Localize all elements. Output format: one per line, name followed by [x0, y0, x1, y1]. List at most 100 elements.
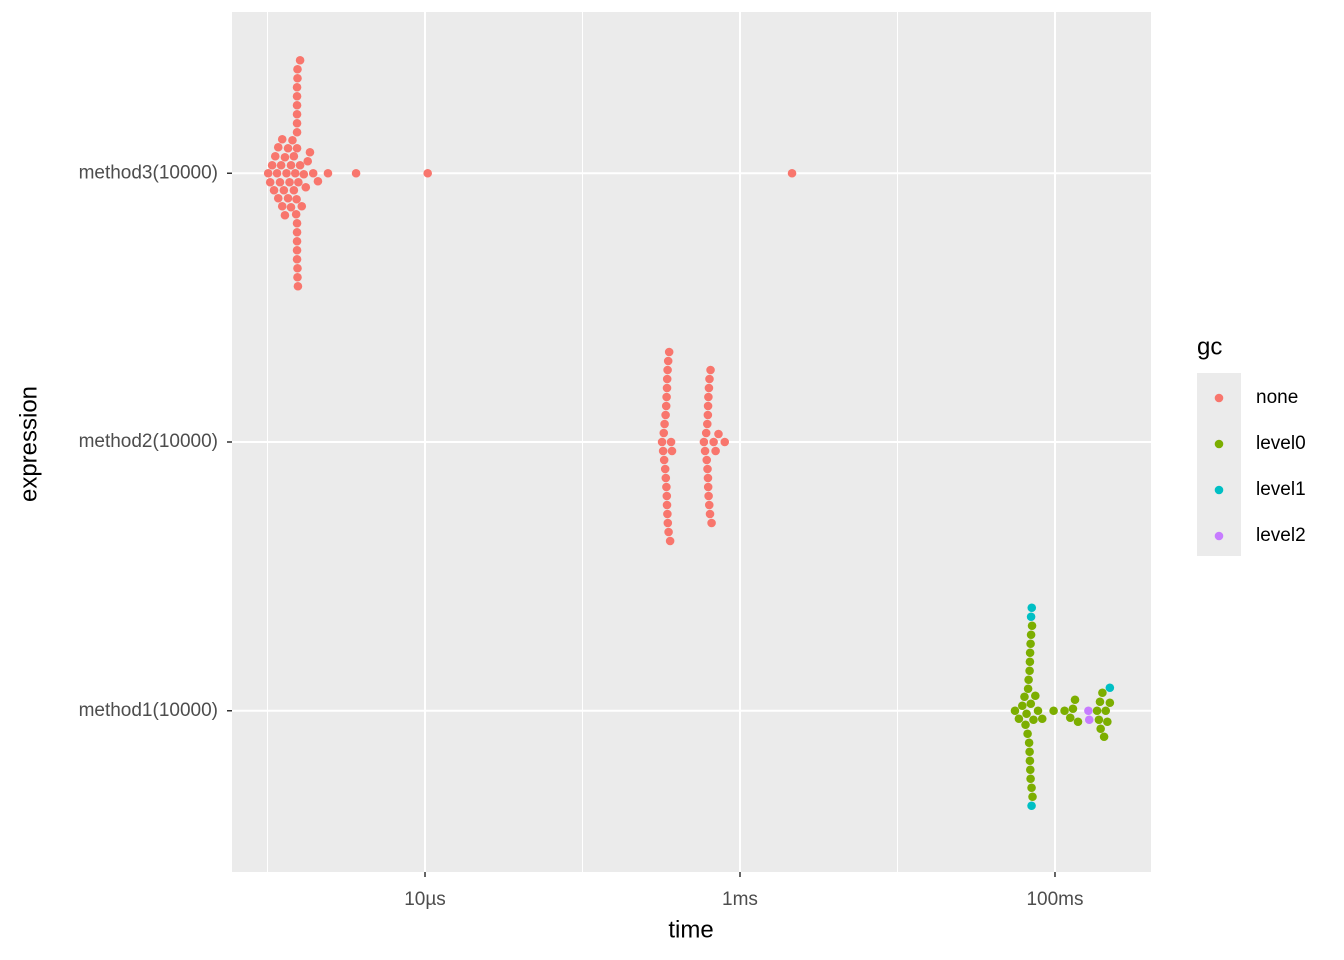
point: [290, 168, 300, 178]
legend-key: [1214, 485, 1224, 495]
point: [1023, 684, 1033, 694]
point: [664, 347, 674, 357]
legend-key: [1214, 439, 1224, 449]
legend-title: gc: [1197, 333, 1222, 360]
point: [703, 482, 713, 492]
point: [705, 509, 715, 519]
point: [703, 401, 713, 411]
y-tick-label: method3(10000): [79, 162, 218, 183]
point: [292, 227, 302, 237]
point: [1105, 683, 1115, 693]
point: [1026, 774, 1035, 784]
point: [1026, 639, 1035, 649]
point: [1025, 648, 1035, 658]
point: [1025, 747, 1034, 757]
point: [292, 218, 302, 228]
point: [663, 518, 673, 528]
point: [704, 491, 713, 501]
point: [1026, 630, 1036, 640]
point: [283, 193, 293, 203]
point: [286, 202, 296, 212]
point: [277, 201, 287, 211]
point: [303, 156, 313, 166]
point: [660, 419, 669, 429]
point: [292, 91, 302, 101]
point: [423, 168, 432, 178]
point: [703, 464, 712, 474]
point: [1023, 729, 1032, 739]
point: [285, 177, 294, 187]
point: [1092, 706, 1102, 716]
point: [1033, 706, 1043, 716]
point: [699, 437, 709, 447]
point: [1105, 698, 1115, 708]
point: [1060, 706, 1069, 716]
point: [1026, 699, 1036, 709]
point: [351, 168, 361, 178]
point: [295, 55, 305, 65]
point: [1098, 688, 1107, 698]
point: [659, 428, 669, 438]
point: [1049, 706, 1058, 716]
point: [665, 536, 675, 546]
point: [662, 383, 672, 393]
point: [292, 194, 301, 204]
point: [1101, 706, 1111, 716]
point: [288, 135, 297, 145]
x-tick-label: 10µs: [404, 889, 446, 910]
point: [657, 437, 667, 447]
point: [707, 518, 716, 528]
point: [1024, 675, 1033, 685]
point: [289, 151, 299, 161]
legend-label: level2: [1256, 525, 1306, 546]
point: [1026, 612, 1036, 622]
point: [1027, 801, 1036, 811]
point: [299, 169, 309, 179]
point: [301, 182, 311, 192]
point: [663, 365, 672, 375]
y-tick-label: method1(10000): [79, 700, 218, 721]
point: [280, 210, 290, 220]
point: [1026, 765, 1035, 775]
point: [1010, 706, 1020, 716]
y-tick-label: method2(10000): [79, 431, 218, 452]
point: [663, 509, 672, 519]
point: [704, 392, 713, 402]
points: [263, 55, 1115, 811]
point: [1021, 720, 1030, 730]
point: [1022, 709, 1031, 719]
point: [1020, 692, 1029, 702]
point: [280, 152, 290, 162]
point: [1029, 715, 1038, 725]
point: [667, 446, 677, 456]
point: [272, 168, 282, 178]
point: [701, 428, 711, 438]
point: [1095, 697, 1105, 707]
point: [292, 100, 302, 110]
legend-key: [1214, 393, 1224, 403]
point: [283, 143, 293, 153]
point: [294, 177, 303, 187]
point: [286, 160, 296, 170]
point: [293, 263, 302, 273]
point: [666, 437, 676, 447]
point: [1065, 713, 1075, 723]
point: [659, 455, 669, 465]
point: [292, 236, 302, 246]
point: [295, 160, 305, 170]
point: [661, 401, 671, 411]
point: [282, 168, 291, 178]
point: [275, 177, 285, 187]
point: [703, 473, 713, 483]
point: [662, 374, 672, 384]
point: [702, 455, 712, 465]
point: [700, 446, 710, 456]
point: [704, 383, 714, 393]
point: [1094, 715, 1104, 725]
point: [661, 410, 670, 420]
point: [293, 281, 303, 291]
point: [1027, 621, 1037, 631]
point: [279, 185, 289, 195]
point: [289, 185, 299, 195]
point: [265, 177, 275, 187]
